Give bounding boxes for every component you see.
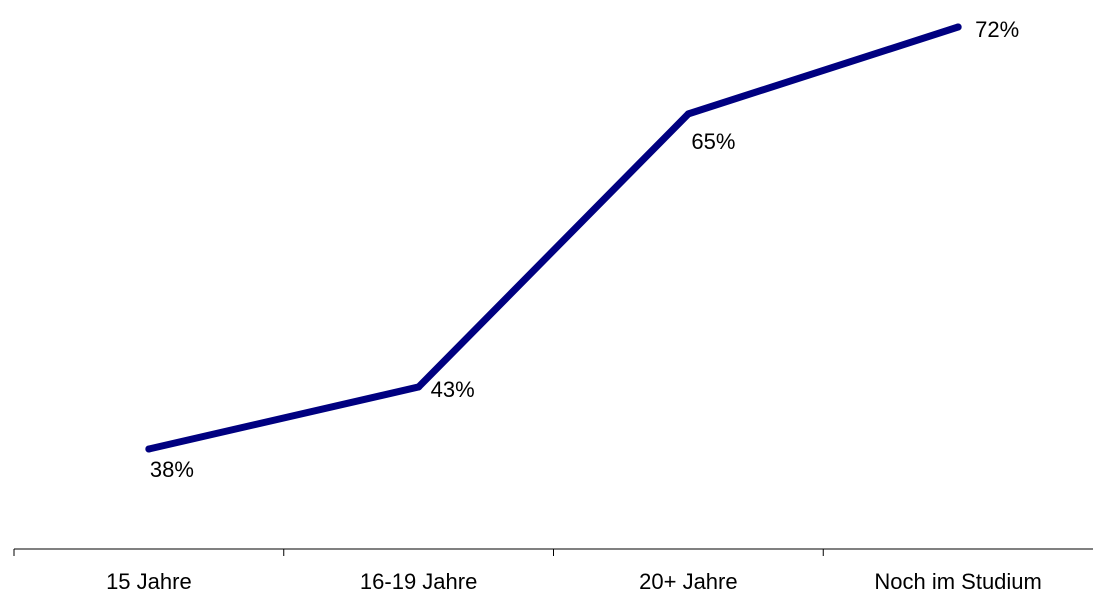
x-tick-label: Noch im Studium bbox=[874, 569, 1042, 594]
x-tick-label: 16-19 Jahre bbox=[360, 569, 477, 594]
data-label: 43% bbox=[431, 377, 475, 402]
x-axis-tick-labels: 15 Jahre 16-19 Jahre 20+ Jahre Noch im Stud… bbox=[106, 569, 1042, 594]
data-point bbox=[415, 383, 423, 391]
data-labels: 38% 43% 65% 72% bbox=[150, 17, 1019, 482]
data-label: 65% bbox=[691, 129, 735, 154]
series-group bbox=[145, 23, 962, 453]
data-label: 72% bbox=[975, 17, 1019, 42]
series-line bbox=[145, 23, 962, 453]
data-point bbox=[954, 23, 962, 31]
data-point bbox=[684, 110, 692, 118]
data-point bbox=[145, 445, 153, 453]
x-tick-label: 20+ Jahre bbox=[639, 569, 737, 594]
x-tick-label: 15 Jahre bbox=[106, 569, 192, 594]
x-axis-ticks bbox=[13, 549, 824, 556]
data-label: 38% bbox=[150, 457, 194, 482]
